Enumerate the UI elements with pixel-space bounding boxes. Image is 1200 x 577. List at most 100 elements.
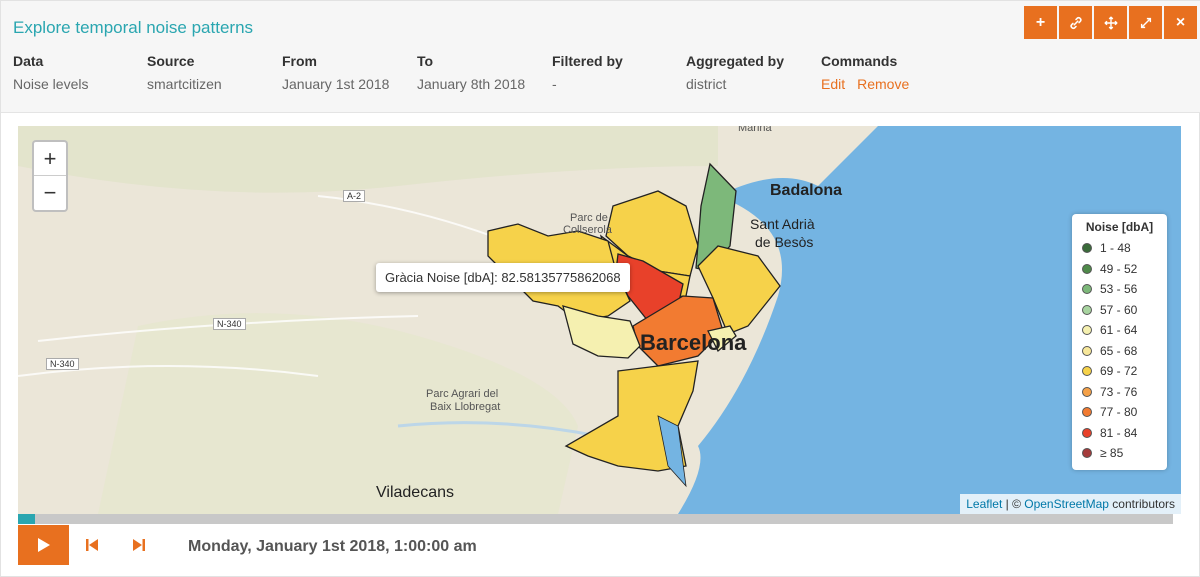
road-label-n340-north: N-340 bbox=[213, 318, 246, 330]
legend-label: 49 - 52 bbox=[1100, 261, 1138, 276]
legend-swatch bbox=[1082, 284, 1092, 295]
map-view[interactable]: A-2 N-340 N-340 Badalona Sant Adrià de B… bbox=[18, 126, 1181, 514]
play-icon bbox=[37, 538, 50, 552]
meta-filtered-value: - bbox=[552, 76, 557, 92]
leaflet-link[interactable]: Leaflet bbox=[966, 497, 1003, 511]
legend-swatch bbox=[1082, 386, 1092, 397]
map-attribution: Leaflet | © OpenStreetMap contributors bbox=[960, 494, 1181, 514]
map-label-marina: Marina bbox=[738, 126, 772, 134]
map-label-barcelona: Barcelona bbox=[640, 330, 747, 355]
attribution-contributors: contributors bbox=[1108, 497, 1175, 511]
panel-title: Explore temporal noise patterns bbox=[13, 18, 254, 37]
noise-legend: Noise [dbA] 1 - 48 49 - 52 53 - 56 57 - 60 6… bbox=[1072, 214, 1167, 470]
meta-to-label: To bbox=[417, 53, 434, 69]
meta-aggregated-label: Aggregated by bbox=[686, 53, 785, 69]
map-label-sant-adria-2: de Besòs bbox=[755, 234, 814, 250]
zoom-control: + − bbox=[32, 140, 68, 212]
map-label-sant-adria-1: Sant Adrià bbox=[750, 216, 815, 232]
meta-to: To January 8th 2018 bbox=[417, 53, 525, 92]
meta-data-label: Data bbox=[13, 53, 44, 69]
legend-label: 53 - 56 bbox=[1100, 282, 1138, 297]
meta-from-value: January 1st 2018 bbox=[282, 76, 390, 92]
link-button[interactable] bbox=[1059, 6, 1092, 39]
close-button[interactable]: × bbox=[1164, 6, 1197, 39]
meta-filtered: Filtered by - bbox=[552, 53, 623, 92]
remove-link[interactable]: Remove bbox=[857, 76, 910, 92]
osm-link[interactable]: OpenStreetMap bbox=[1024, 497, 1109, 511]
meta-data-value: Noise levels bbox=[13, 76, 89, 92]
meta-commands-value: Edit Remove bbox=[821, 76, 921, 92]
meta-source-value: smartcitizen bbox=[147, 76, 222, 92]
current-datetime: Monday, January 1st 2018, 1:00:00 am bbox=[188, 538, 477, 555]
map-label-parc-2: Collserola bbox=[563, 224, 612, 236]
add-button[interactable]: + bbox=[1024, 6, 1057, 39]
legend-item: 77 - 80 bbox=[1080, 402, 1159, 423]
play-button[interactable] bbox=[18, 525, 69, 565]
meta-aggregated: Aggregated by district bbox=[686, 53, 784, 92]
map-label-badalona: Badalona bbox=[770, 182, 843, 199]
legend-swatch bbox=[1082, 325, 1092, 336]
legend-swatch bbox=[1082, 366, 1092, 377]
legend-item: 1 - 48 bbox=[1080, 238, 1159, 259]
meta-filtered-label: Filtered by bbox=[552, 53, 623, 69]
legend-label: 1 - 48 bbox=[1100, 241, 1131, 256]
expand-button[interactable] bbox=[1129, 6, 1162, 39]
meta-source: Source smartcitizen bbox=[147, 53, 222, 92]
legend-label: 77 - 80 bbox=[1100, 405, 1138, 420]
legend-label: 81 - 84 bbox=[1100, 425, 1138, 440]
step-forward-icon bbox=[133, 539, 145, 551]
legend-item: 81 - 84 bbox=[1080, 423, 1159, 444]
meta-to-value: January 8th 2018 bbox=[417, 76, 526, 92]
legend-swatch bbox=[1082, 263, 1092, 274]
legend-item: 53 - 56 bbox=[1080, 279, 1159, 300]
legend-label: 69 - 72 bbox=[1100, 364, 1138, 379]
legend-title: Noise [dbA] bbox=[1085, 220, 1154, 234]
legend-swatch bbox=[1082, 427, 1092, 438]
step-forward-button[interactable] bbox=[129, 535, 149, 555]
edit-link[interactable]: Edit bbox=[821, 76, 846, 92]
close-icon: × bbox=[1175, 13, 1186, 31]
attribution-separator: | © bbox=[1002, 497, 1025, 511]
legend-label: 61 - 64 bbox=[1100, 323, 1138, 338]
map-label-parc-1: Parc de bbox=[570, 212, 608, 224]
meta-from: From January 1st 2018 bbox=[282, 53, 389, 92]
move-icon bbox=[1103, 15, 1118, 30]
map-label-parc-agrari-2: Baix Llobregat bbox=[430, 401, 501, 413]
timeline-progress-fill bbox=[18, 514, 36, 524]
timeline-progress-bar[interactable] bbox=[18, 514, 1173, 524]
road-label-a2: A-2 bbox=[343, 190, 366, 202]
meta-commands: Commands Edit Remove bbox=[821, 53, 921, 92]
expand-icon bbox=[1140, 17, 1151, 28]
legend-swatch bbox=[1082, 407, 1092, 418]
district-ciutat-vella[interactable] bbox=[707, 325, 737, 353]
legend-item: 73 - 76 bbox=[1080, 382, 1159, 403]
meta-source-label: Source bbox=[147, 53, 195, 69]
district-les-corts[interactable] bbox=[562, 305, 641, 359]
step-back-button[interactable] bbox=[82, 535, 102, 555]
legend-item: 69 - 72 bbox=[1080, 361, 1159, 382]
legend-swatch bbox=[1082, 345, 1092, 356]
legend-item: 49 - 52 bbox=[1080, 259, 1159, 280]
zoom-in-button[interactable]: + bbox=[34, 142, 66, 176]
zoom-out-button[interactable]: − bbox=[43, 180, 57, 205]
meta-aggregated-value: district bbox=[686, 76, 727, 92]
legend-swatch bbox=[1082, 304, 1092, 315]
legend-item: 57 - 60 bbox=[1080, 300, 1159, 321]
legend-item: 61 - 64 bbox=[1080, 320, 1159, 341]
legend-label: 57 - 60 bbox=[1100, 302, 1138, 317]
panel-header: Explore temporal noise patterns + × Data… bbox=[1, 1, 1200, 113]
district-sant-marti[interactable] bbox=[697, 245, 781, 335]
legend-label: ≥ 85 bbox=[1100, 446, 1124, 461]
step-back-icon bbox=[86, 539, 98, 551]
legend-item: ≥ 85 bbox=[1080, 443, 1159, 464]
legend-label: 73 - 76 bbox=[1100, 384, 1138, 399]
meta-from-label: From bbox=[282, 53, 317, 69]
move-button[interactable] bbox=[1094, 6, 1127, 39]
meta-data: Data Noise levels bbox=[13, 53, 88, 92]
road-label-n340-south: N-340 bbox=[46, 358, 79, 370]
legend-item: 65 - 68 bbox=[1080, 341, 1159, 362]
map-basemap bbox=[18, 126, 1181, 514]
add-icon: + bbox=[1035, 13, 1046, 31]
meta-commands-label: Commands bbox=[821, 53, 898, 69]
